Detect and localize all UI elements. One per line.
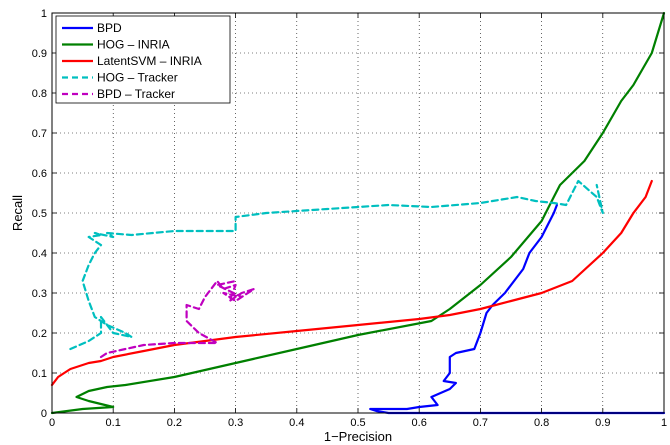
y-tick-label-5: 0.5 <box>32 208 47 220</box>
y-tick-label-3: 0.3 <box>32 288 47 300</box>
y-tick-label-9: 0.9 <box>32 48 47 60</box>
y-tick-label-7: 0.7 <box>32 128 47 140</box>
y-tick-label-10: 1 <box>41 8 47 20</box>
y-tick-label-0: 0 <box>41 408 47 420</box>
x-tick-label-2: 0.2 <box>167 417 182 429</box>
legend-label-1: HOG – INRIA <box>97 38 170 52</box>
series-line-2 <box>50 179 653 387</box>
legend-label-0: BPD <box>97 21 122 35</box>
y-tick-label-8: 0.8 <box>32 88 47 100</box>
x-tick-label-5: 0.5 <box>350 417 365 429</box>
x-tick-label-9: 0.9 <box>595 417 610 429</box>
legend: BPD HOG – INRIA LatentSVM – INRIA HOG – Tra… <box>55 15 231 104</box>
y-tick-label-1: 0.1 <box>32 368 47 380</box>
x-tick-label-8: 0.8 <box>534 417 549 429</box>
y-tick-label-4: 0.4 <box>32 248 47 260</box>
legend-label-2: LatentSVM – INRIA <box>97 54 202 68</box>
x-axis-label: 1−Precision <box>324 429 392 444</box>
legend-box <box>55 15 231 104</box>
axis-ticks: 0 0.1 0.2 0.3 0.4 0.5 0.6 0.7 0.8 0.9 1 0 0.1 0.2 0.3 0… <box>32 8 667 429</box>
x-tick-label-6: 0.6 <box>412 417 427 429</box>
series-line-1 <box>50 11 666 415</box>
y-axis-label: Recall <box>10 195 25 231</box>
series-line-3 <box>69 179 604 351</box>
series-lines <box>50 11 666 415</box>
series-line-0 <box>369 203 666 415</box>
x-tick-label-3: 0.3 <box>228 417 243 429</box>
x-tick-label-4: 0.4 <box>289 417 304 429</box>
x-tick-label-7: 0.7 <box>473 417 488 429</box>
y-tick-label-2: 0.2 <box>32 328 47 340</box>
y-tick-label-6: 0.6 <box>32 168 47 180</box>
x-tick-label-10: 1 <box>661 417 667 429</box>
series-line-4 <box>99 279 256 359</box>
x-tick-label-0: 0 <box>49 417 55 429</box>
legend-label-3: HOG – Tracker <box>97 71 178 85</box>
legend-label-4: BPD – Tracker <box>97 87 175 101</box>
x-tick-label-1: 0.1 <box>106 417 121 429</box>
